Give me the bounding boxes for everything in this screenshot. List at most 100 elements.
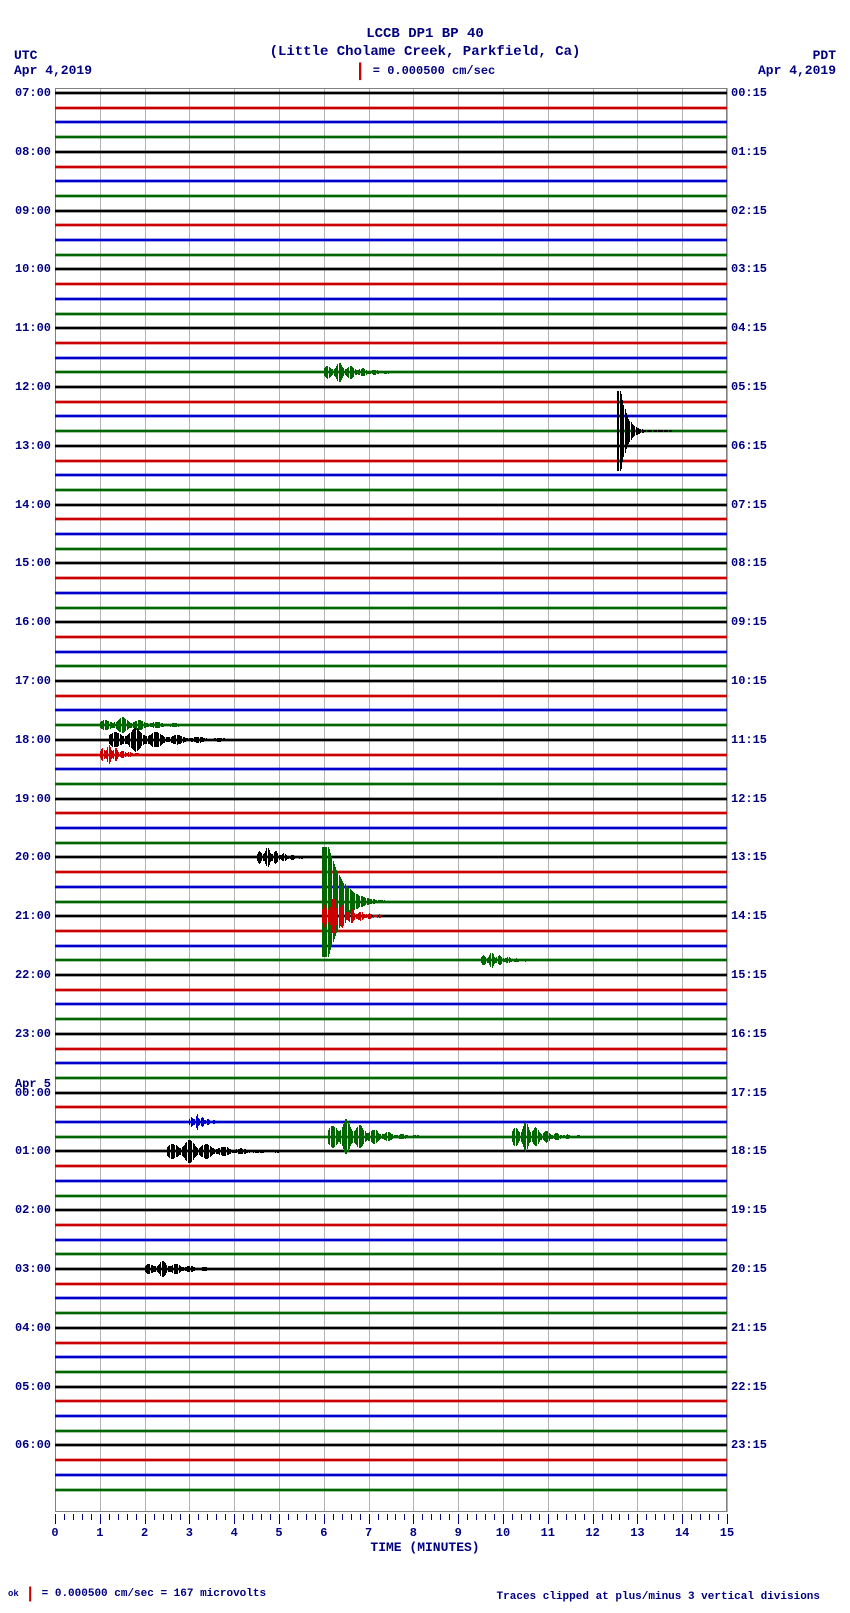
trace-line	[55, 533, 727, 535]
trace-line	[55, 1444, 727, 1446]
station-location: (Little Cholame Creek, Parkfield, Ca)	[0, 43, 850, 61]
x-tick-label: 7	[365, 1526, 372, 1540]
trace-line	[55, 489, 727, 491]
x-tick-minor	[655, 1514, 656, 1520]
pdt-tick-label: 14:15	[731, 909, 767, 923]
x-tick-minor	[431, 1514, 432, 1520]
trace-line	[55, 401, 727, 403]
trace-line	[55, 1415, 727, 1417]
trace-row	[55, 578, 727, 579]
x-tick-label: 0	[51, 1526, 58, 1540]
trace-row	[55, 1049, 727, 1050]
x-tick-minor	[261, 1514, 262, 1520]
trace-row	[55, 931, 727, 932]
seismogram-page: LCCB DP1 BP 40 (Little Cholame Creek, Pa…	[0, 0, 850, 1613]
pdt-tick-label: 08:15	[731, 556, 767, 570]
x-tick-minor	[700, 1514, 701, 1520]
x-tick-minor	[378, 1514, 379, 1520]
trace-line	[55, 151, 727, 153]
x-tick-label: 2	[141, 1526, 148, 1540]
pdt-tick-label: 23:15	[731, 1438, 767, 1452]
trace-line	[55, 180, 727, 182]
trace-row	[55, 1122, 727, 1123]
trace-line	[55, 798, 727, 800]
footer-scale-text: = 0.000500 cm/sec = 167 microvolts	[42, 1588, 266, 1600]
x-tick-minor	[225, 1514, 226, 1520]
trace-line	[55, 1489, 727, 1491]
x-tick-minor	[297, 1514, 298, 1520]
x-tick-minor	[387, 1514, 388, 1520]
trace-line	[55, 1180, 727, 1182]
trace-line	[55, 327, 727, 329]
trace-line	[55, 856, 727, 858]
trace-line	[55, 357, 727, 359]
trace-line	[55, 886, 727, 888]
x-tick-major	[369, 1514, 370, 1524]
trace-row	[55, 1490, 727, 1491]
trace-line	[55, 665, 727, 667]
trace-line	[55, 1400, 727, 1402]
utc-tick-label: 02:00	[15, 1203, 51, 1217]
trace-row	[55, 784, 727, 785]
x-tick-minor	[691, 1514, 692, 1520]
x-tick-minor	[709, 1514, 710, 1520]
pdt-tick-label: 17:15	[731, 1086, 767, 1100]
trace-line	[55, 1386, 727, 1388]
x-tick-minor	[557, 1514, 558, 1520]
trace-line	[55, 621, 727, 623]
utc-tick-label: 12:00	[15, 380, 51, 394]
x-tick-minor	[136, 1514, 137, 1520]
trace-line	[55, 1297, 727, 1299]
pdt-tick-label: 06:15	[731, 439, 767, 453]
trace-line	[55, 460, 727, 462]
trace-row	[55, 1475, 727, 1476]
utc-tick-label: 01:00	[15, 1144, 51, 1158]
trace-row	[55, 990, 727, 991]
trace-row	[55, 710, 727, 711]
pdt-tick-label: 05:15	[731, 380, 767, 394]
x-tick-minor	[718, 1514, 719, 1520]
trace-row	[55, 284, 727, 285]
x-tick-minor	[270, 1514, 271, 1520]
x-tick-minor	[163, 1514, 164, 1520]
utc-tick-label: 15:00	[15, 556, 51, 570]
x-tick-label: 6	[320, 1526, 327, 1540]
x-tick-major	[413, 1514, 414, 1524]
utc-tick-label: 23:00	[15, 1027, 51, 1041]
trace-row	[55, 637, 727, 638]
x-tick-minor	[109, 1514, 110, 1520]
x-tick-minor	[449, 1514, 450, 1520]
x-tick-minor	[216, 1514, 217, 1520]
trace-line	[55, 1195, 727, 1197]
trace-line	[55, 1150, 727, 1152]
trace-row	[55, 828, 727, 829]
trace-line	[55, 1003, 727, 1005]
trace-line	[55, 342, 727, 344]
x-tick-major	[593, 1514, 594, 1524]
trace-row: 09:0002:15	[55, 211, 727, 212]
trace-row: 16:0009:15	[55, 622, 727, 623]
trace-row: 12:0005:15	[55, 387, 727, 388]
x-tick-minor	[566, 1514, 567, 1520]
trace-line	[55, 121, 727, 123]
trace-row	[55, 1254, 727, 1255]
x-tick-minor	[575, 1514, 576, 1520]
utc-tick-label: 18:00	[15, 733, 51, 747]
trace-line	[55, 1077, 727, 1079]
trace-row: 21:0014:15	[55, 916, 727, 917]
trace-line	[55, 107, 727, 109]
pdt-tick-label: 13:15	[731, 850, 767, 864]
x-tick-label: 3	[186, 1526, 193, 1540]
trace-line	[55, 959, 727, 961]
x-tick-label: 1	[96, 1526, 103, 1540]
trace-line	[55, 166, 727, 168]
trace-line	[55, 268, 727, 270]
trace-row	[55, 1107, 727, 1108]
pdt-tick-label: 15:15	[731, 968, 767, 982]
seismic-event-spike	[225, 1121, 226, 1123]
trace-row	[55, 1196, 727, 1197]
trace-line	[55, 518, 727, 520]
utc-tick-label: 14:00	[15, 498, 51, 512]
trace-row: 23:0016:15	[55, 1034, 727, 1035]
x-tick-minor	[180, 1514, 181, 1520]
